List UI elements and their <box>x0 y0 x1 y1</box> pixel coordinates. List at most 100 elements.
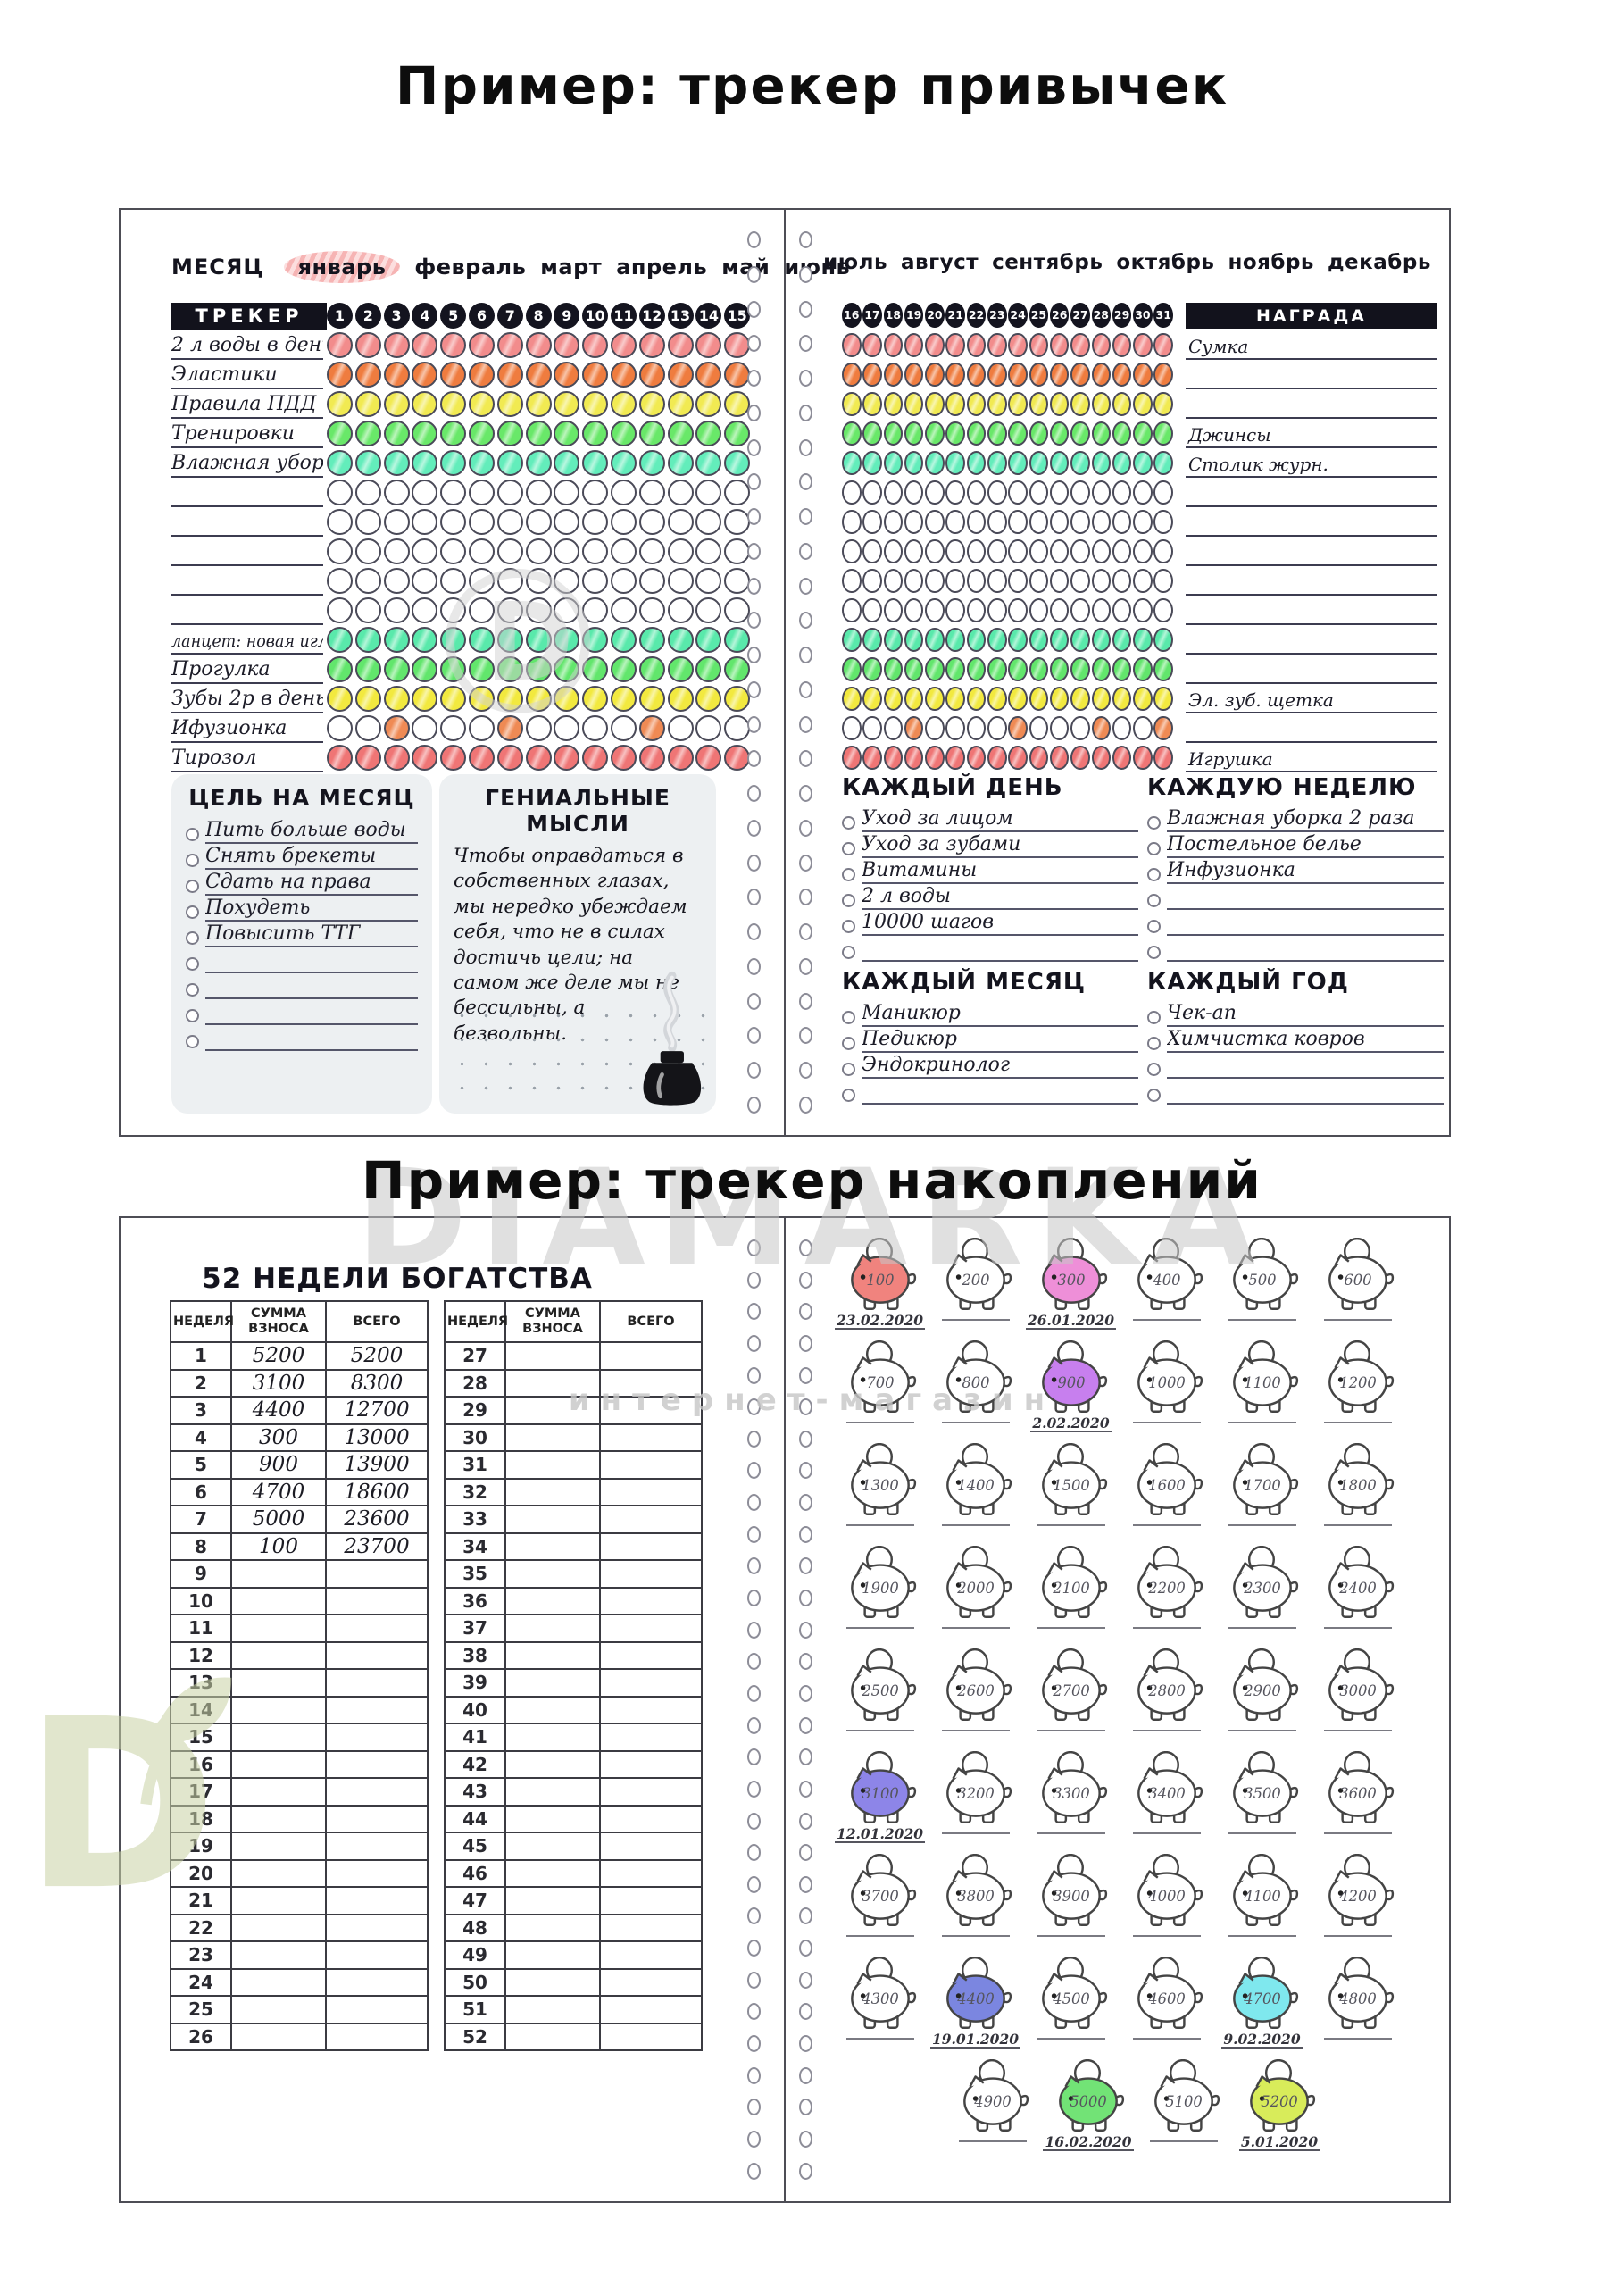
day-number: 27 <box>1070 303 1090 328</box>
tracker-cell <box>695 715 722 741</box>
tracker-cell <box>525 450 552 476</box>
tracker-cell <box>1091 686 1112 712</box>
pig-cell: 4000 <box>1119 1854 1214 1957</box>
pig-cell: 1200 <box>1310 1340 1405 1443</box>
tracker-cell <box>525 568 552 594</box>
tracker-cell <box>1029 421 1049 446</box>
tracker-cell <box>1008 627 1028 653</box>
svg-text:2300: 2300 <box>1243 1580 1281 1597</box>
spiral-ring-icon <box>747 1748 761 1766</box>
bullet-circle-icon <box>186 828 199 841</box>
tracker-cell <box>842 421 862 446</box>
goal-item-text: Пить больше воды <box>205 819 418 844</box>
bullet-circle-icon <box>1147 1037 1161 1050</box>
pig-cell: 2700 <box>1023 1648 1119 1751</box>
tracker-cell <box>1049 627 1070 653</box>
tracker-cell <box>724 332 751 358</box>
deposit-value <box>230 1777 327 1807</box>
tracker-cell <box>945 538 965 564</box>
tracker-cell <box>1070 715 1090 741</box>
pig-cell: 3400 <box>1119 1751 1214 1854</box>
tracker-cell <box>695 450 722 476</box>
habit-label: Зубы 2р в день <box>171 688 323 713</box>
svg-text:200: 200 <box>961 1272 989 1289</box>
tracker-cell <box>554 686 580 712</box>
spiral-ring-icon <box>799 1907 812 1925</box>
tracker-cell <box>412 686 438 712</box>
pig-cell: 3800 <box>928 1854 1023 1957</box>
tracker-cell <box>987 480 1007 505</box>
tracker-cell <box>1049 391 1070 417</box>
tracker-cell <box>883 421 904 446</box>
reward-label <box>1185 395 1437 419</box>
goal-item: Повысить ТТГ <box>186 922 418 947</box>
spiral-ring-icon <box>747 715 761 733</box>
tracker-cell <box>610 656 637 682</box>
pig-date: 26.01.2020 <box>1025 1312 1117 1331</box>
tracker-cell <box>1153 597 1173 623</box>
month-name: январь <box>283 251 401 283</box>
table-row: 43 <box>444 1777 703 1807</box>
checklist-item: Педикюр <box>842 1027 1138 1053</box>
thoughts-title: ГЕНИАЛЬНЫЕ МЫСЛИ <box>485 785 670 837</box>
spiral-ring-icon <box>747 750 761 768</box>
checklist-item-text <box>1167 1102 1444 1105</box>
spiral-ring-icon <box>747 231 761 248</box>
tracker-cell <box>724 538 751 564</box>
day-number: 7 <box>496 303 523 329</box>
tracker-cell <box>1008 597 1028 623</box>
tracker-cell <box>582 391 609 417</box>
bullet-circle-icon <box>1147 946 1161 959</box>
tracker-cell <box>525 480 552 505</box>
tracker-cell <box>883 715 904 741</box>
tracker-cell <box>638 656 665 682</box>
tracker-cell <box>1153 450 1173 476</box>
piggy-bank-icon: 2300 <box>1232 1546 1298 1618</box>
tracker-cell <box>1133 480 1153 505</box>
reward-label <box>1185 719 1437 743</box>
spiral-ring-icon <box>747 1430 761 1448</box>
tracker-cell <box>412 362 438 388</box>
deposit-value <box>504 1559 601 1589</box>
piggy-bank-icon: 4600 <box>1137 1957 1203 2029</box>
tracker-cell <box>1070 538 1090 564</box>
pig-cell: 900 2.02.2020 <box>1023 1340 1119 1443</box>
tracker-cell <box>925 656 945 682</box>
tracker-cell <box>862 362 882 388</box>
tracker-cell <box>862 745 882 771</box>
piggy-bank-icon: 3800 <box>945 1854 1012 1926</box>
deposit-value <box>230 1913 327 1942</box>
tracker-cell <box>695 627 722 653</box>
genius-thoughts-box: ГЕНИАЛЬНЫЕ МЫСЛИ Чтобы оправдаться в соб… <box>439 774 716 1114</box>
pig-cell: 2900 <box>1214 1648 1310 1751</box>
tracker-cell <box>945 686 965 712</box>
checklist-item-text: Уход за зубами <box>862 833 1138 858</box>
tracker-cell <box>1112 450 1132 476</box>
pig-cell: 4700 9.02.2020 <box>1214 1957 1310 2059</box>
tracker-cell <box>925 686 945 712</box>
checklist-item: Маникюр <box>842 1001 1138 1027</box>
habit-circles <box>842 568 1173 594</box>
tracker-row <box>842 389 1437 419</box>
spiral-ring-icon <box>747 1271 761 1289</box>
tracker-cell <box>412 480 438 505</box>
pig-cell: 3100 12.01.2020 <box>832 1751 928 1854</box>
bullet-circle-icon <box>186 905 199 919</box>
bullet-circle-icon <box>842 946 855 959</box>
spiral-ring-icon <box>747 370 761 387</box>
column-header: НЕДЕЛЯ <box>170 1300 234 1343</box>
piggy-bank-icon: 1900 <box>850 1546 916 1618</box>
tracker-row: Эластики <box>171 360 751 389</box>
habit-circles <box>842 509 1173 535</box>
tracker-cell <box>383 656 410 682</box>
month-name: май <box>721 255 770 280</box>
tracker-cell <box>883 509 904 535</box>
piggy-bank-icon: 2400 <box>1328 1546 1394 1618</box>
section-every-day: КАЖДЫЙ ДЕНЬ Уход за лицом Уход за зубами Ви… <box>842 774 1138 962</box>
spiral-ring-icon <box>747 680 761 698</box>
tracker-cell <box>695 686 722 712</box>
tracker-cell <box>383 391 410 417</box>
pig-date-line <box>1228 1422 1296 1423</box>
tracker-cell <box>354 509 381 535</box>
piggy-bank-icon: 300 <box>1041 1238 1107 1310</box>
